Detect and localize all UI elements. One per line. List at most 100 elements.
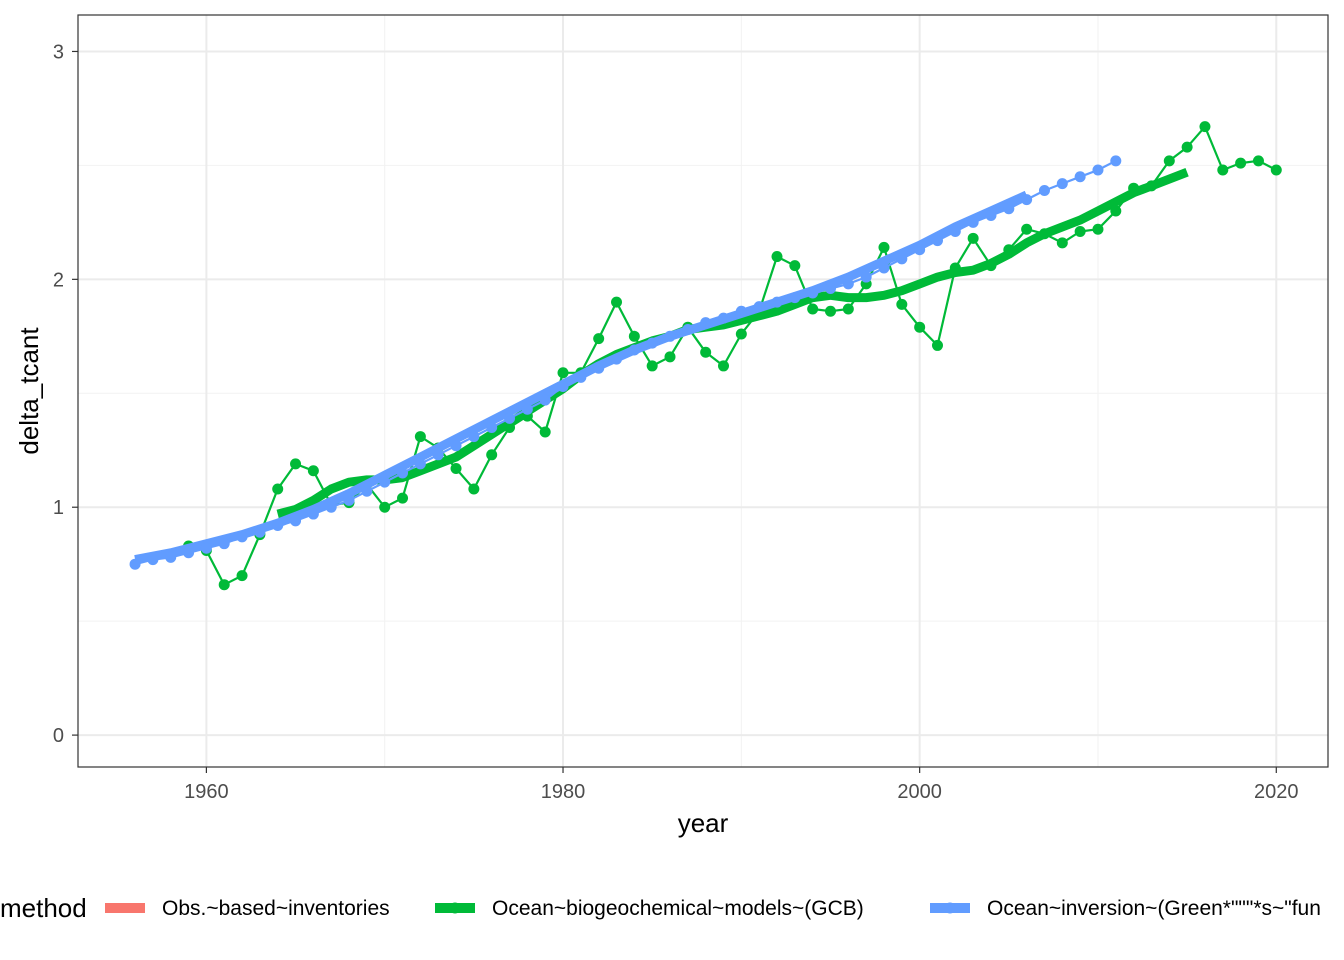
data-point	[200, 542, 212, 554]
data-point	[129, 558, 141, 570]
legend-key	[105, 903, 145, 913]
data-point	[593, 333, 605, 345]
data-point	[1181, 141, 1193, 153]
data-point	[771, 251, 783, 263]
data-point	[931, 339, 943, 351]
data-point	[218, 579, 230, 591]
data-point	[290, 515, 302, 527]
data-point	[290, 458, 302, 470]
data-point	[397, 467, 409, 479]
data-point	[343, 494, 355, 506]
data-point	[807, 303, 819, 315]
data-point	[807, 287, 819, 299]
data-point	[1021, 223, 1033, 235]
data-point	[1217, 164, 1229, 176]
data-point	[539, 426, 551, 438]
data-point	[521, 403, 533, 415]
data-point	[1128, 182, 1140, 194]
data-point	[718, 360, 730, 372]
data-point	[1074, 225, 1086, 237]
legend-label: Ocean~biogeochemical~models~(GCB)	[492, 897, 864, 920]
y-tick-label: 1	[53, 497, 64, 519]
data-point	[183, 547, 195, 559]
data-point	[1074, 171, 1086, 183]
data-point	[611, 353, 623, 365]
data-point	[700, 346, 712, 358]
legend-title: method	[0, 893, 87, 923]
grid	[78, 15, 1328, 767]
data-point	[842, 303, 854, 315]
data-point	[254, 526, 266, 538]
x-tick-label: 2020	[1254, 781, 1299, 803]
data-point	[682, 323, 694, 335]
data-point	[504, 421, 516, 433]
data-point	[664, 330, 676, 342]
data-point	[1145, 180, 1157, 192]
data-point	[1270, 164, 1282, 176]
data-point	[878, 241, 890, 253]
data-point	[646, 337, 658, 349]
data-point	[1110, 155, 1122, 167]
plot-border	[77, 14, 1329, 768]
data-point	[468, 431, 480, 443]
data-point	[165, 551, 177, 563]
data-point	[789, 260, 801, 272]
data-point	[307, 465, 319, 477]
data-point	[789, 292, 801, 304]
data-point	[414, 431, 426, 443]
data-point	[557, 367, 569, 379]
series-smooth-line	[276, 168, 1189, 519]
data-point	[1056, 178, 1068, 190]
data-point	[307, 508, 319, 520]
data-point	[628, 344, 640, 356]
data-point	[1056, 237, 1068, 249]
data-point	[735, 305, 747, 317]
legend-label: Obs.~based~inventories	[162, 897, 390, 920]
series-group	[129, 155, 1122, 570]
legend-label: Ocean~inversion~(Green*"""*s~"fun	[987, 897, 1321, 920]
data-point	[878, 262, 890, 274]
data-point	[414, 458, 426, 470]
data-point	[896, 253, 908, 265]
series-group	[276, 168, 1189, 519]
x-tick-label: 1960	[184, 781, 229, 803]
data-point	[1110, 205, 1122, 217]
y-tick-label: 2	[53, 269, 64, 291]
y-tick-label: 3	[53, 41, 64, 63]
data-point	[539, 394, 551, 406]
data-point	[575, 371, 587, 383]
data-point	[1163, 155, 1175, 167]
data-point	[236, 570, 248, 582]
data-point	[325, 501, 337, 513]
y-tick-label: 0	[53, 725, 64, 747]
data-point	[557, 380, 569, 392]
data-point	[931, 235, 943, 247]
data-point	[914, 244, 926, 256]
data-point	[664, 351, 676, 363]
y-axis-title: delta_tcant	[14, 327, 44, 455]
data-point	[967, 216, 979, 228]
data-point	[860, 271, 872, 283]
data-point	[985, 210, 997, 222]
data-point	[1038, 228, 1050, 240]
data-point	[236, 531, 248, 543]
legend-key-point	[944, 902, 956, 914]
data-point	[397, 492, 409, 504]
data-point	[967, 232, 979, 244]
data-point	[718, 312, 730, 324]
data-point	[949, 225, 961, 237]
data-point	[379, 501, 391, 513]
data-point	[1199, 121, 1211, 133]
data-point	[379, 476, 391, 488]
data-point	[218, 538, 230, 550]
data-point	[1092, 164, 1104, 176]
data-point	[450, 462, 462, 474]
data-point	[593, 362, 605, 374]
data-point	[985, 260, 997, 272]
x-axis-title: year	[678, 808, 729, 838]
x-tick-label: 2000	[897, 781, 942, 803]
data-point	[272, 519, 284, 531]
data-point	[432, 449, 444, 461]
data-point	[753, 301, 765, 313]
